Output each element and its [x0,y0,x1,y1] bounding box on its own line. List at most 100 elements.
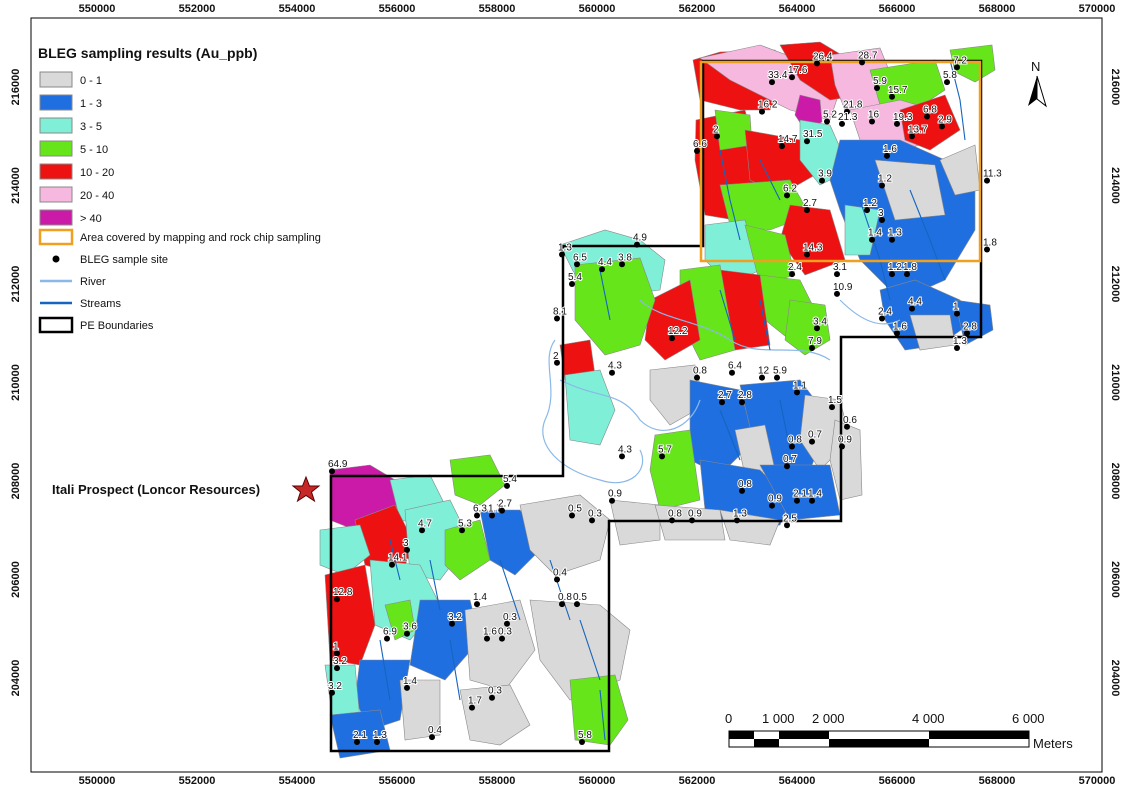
sample-value-label: 2.9 [938,114,952,125]
sample-value-label: 14.1 [388,553,408,564]
sample-site [834,271,840,278]
sample-site [804,138,810,145]
y-tick-label: 214000 [1109,167,1121,204]
legend-pe-label: PE Boundaries [80,320,154,332]
sample-site [879,182,885,189]
sample-site [904,271,910,278]
sample-site [909,133,915,140]
sample-value-label: 12 [758,366,770,377]
legend-sample-label: BLEG sample site [80,254,168,266]
catchment-polygon [949,44,996,83]
sample-site [669,335,675,342]
sample-site [489,512,495,519]
x-tick-label: 570000 [1079,775,1116,787]
sample-site [404,547,410,553]
sample-value-label: 3.2 [448,612,462,623]
catchment-polygon [574,257,656,356]
sample-site [839,120,845,127]
sample-site [734,517,740,524]
sample-site [384,635,390,642]
sample-value-label: 3.9 [818,169,832,180]
legend-pe-swatch [38,316,74,334]
sample-value-label: 6.4 [728,361,742,372]
scale-units: Meters [1033,736,1073,751]
sample-site [784,192,790,199]
legend-area-label: Area covered by mapping and rock chip sa… [80,232,321,244]
legend-class-swatch [39,94,73,111]
sample-site [824,118,830,125]
sample-site [944,79,950,86]
sample-value-label: 0.8 [788,435,802,446]
sample-site [769,502,775,509]
legend-title: BLEG sampling results (Au_ppb) [38,45,257,61]
sample-site [609,497,615,504]
sample-value-label: 1.8 [903,262,917,273]
y-tick-label: 216000 [10,69,22,106]
sample-value-label: 2 [713,124,719,135]
sample-site [574,261,580,268]
sample-value-label: 2.1 [793,489,807,500]
sample-site [869,236,875,243]
sample-value-label: 2.5 [783,513,797,524]
sample-value-label: 2.7 [718,390,732,401]
scale-tick-3: 4 000 [912,711,945,726]
sample-site [984,177,990,184]
sample-site [954,345,960,351]
sample-value-label: 0.6 [843,415,857,426]
sample-value-label: 1.8 [983,238,997,249]
sample-site [939,123,945,130]
x-tick-label: 562000 [679,3,716,15]
sample-site [954,310,960,317]
sample-value-label: 6.8 [923,105,937,116]
sample-value-label: 0.7 [783,454,797,465]
sample-site [389,561,395,568]
catchment-polygon [784,299,831,356]
sample-site [794,497,800,504]
sample-value-label: 1.4 [868,228,882,239]
sample-value-label: 1.5 [828,395,842,406]
sample-value-label: 1.4 [403,676,417,687]
sample-value-label: 2.8 [963,321,977,332]
sample-value-label: 1.6 [883,144,897,155]
sample-value-label: 0.8 [558,592,572,603]
sample-value-label: 6.6 [693,139,707,150]
sample-value-label: 3.4 [813,316,827,327]
scale-bar: 0 1 000 2 000 4 000 6 000 Meters [725,711,1073,751]
sample-value-label: 1.1 [793,380,807,391]
sample-site [759,374,765,381]
x-tick-label: 554000 [279,775,316,787]
sample-value-label: 21.3 [838,112,858,123]
legend-area-swatch [38,228,74,246]
sample-site [809,438,815,445]
sample-value-label: 5.4 [568,272,582,283]
sample-site [599,266,605,273]
y-tick-label: 208000 [10,463,22,500]
legend-class-swatch [39,186,73,203]
sample-site [554,315,560,322]
y-tick-label: 216000 [1109,69,1121,106]
sample-site [559,601,565,608]
sample-site [784,463,790,470]
sample-value-label: 2.7 [498,499,512,510]
sample-value-label: 5.9 [873,76,887,87]
sample-site [449,620,455,627]
sample-value-label: 5.7 [658,444,672,455]
sample-site [909,305,915,312]
sample-site [879,315,885,322]
sample-value-label: 1.6 [893,321,907,332]
sample-site [809,345,815,351]
itali-prospect: Itali Prospect (Loncor Resources) [52,475,321,503]
sample-value-label: 1.2 [888,262,902,273]
legend-class-label: 3 - 5 [80,121,102,133]
sample-site [694,374,700,381]
sample-site [794,389,800,396]
catchment-polygon [324,564,376,666]
sample-value-label: 0.4 [428,725,442,736]
sample-site [889,236,895,243]
sample-value-label: 1.6 [483,627,497,638]
sample-site [374,739,380,745]
sample-value-label: 11.3 [983,169,1002,180]
sample-site [474,512,480,519]
sample-value-label: 1.7 [488,504,502,515]
sample-site [964,330,970,337]
